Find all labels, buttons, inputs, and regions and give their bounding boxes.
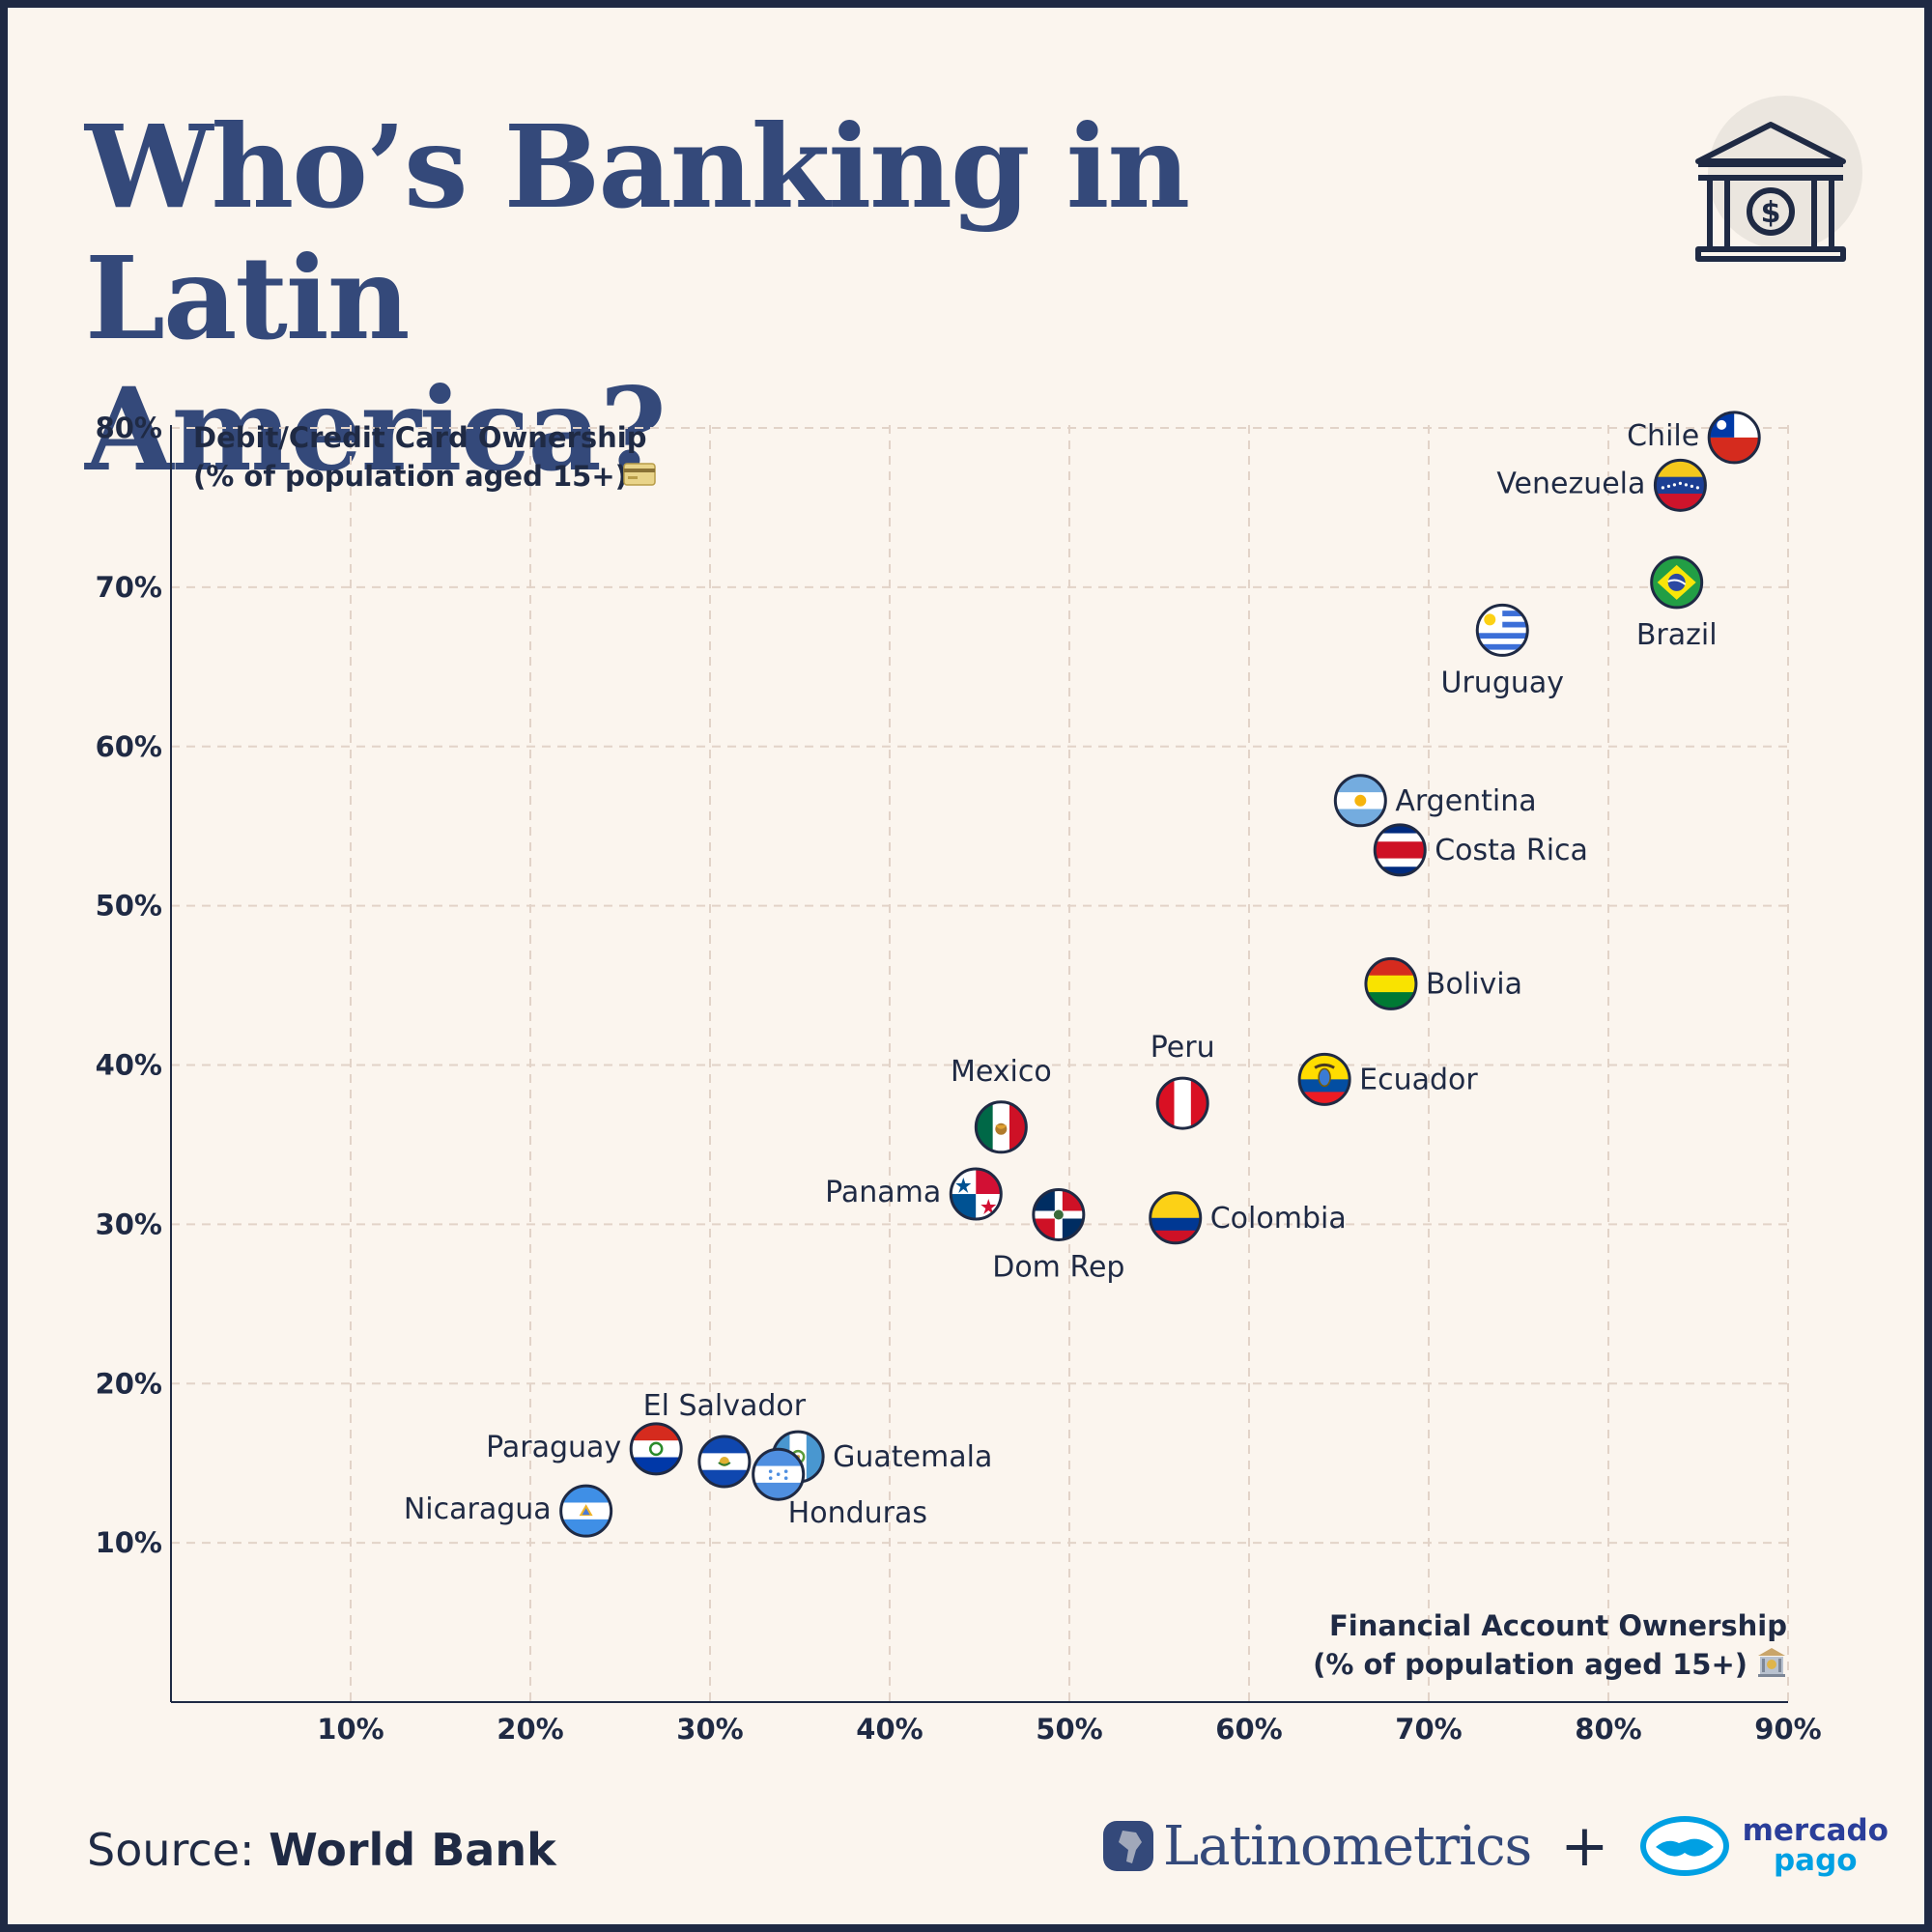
uruguay-flag-icon [1477, 605, 1528, 656]
source-prefix: Source: [87, 1824, 270, 1876]
label-dom-rep: Dom Rep [992, 1250, 1124, 1284]
data-points: Chile Venezuela Brazil Uruguay Argentina Cost… [404, 411, 1761, 1538]
label-ecuador: Ecuador [1359, 1063, 1478, 1096]
point-honduras: Honduras [752, 1447, 927, 1530]
point-ecuador: Ecuador [1297, 1052, 1478, 1106]
point-panama: Panama [825, 1167, 1003, 1221]
label-uruguay: Uruguay [1441, 666, 1565, 699]
partner-name-line2: pago [1773, 1843, 1858, 1878]
point-paraguay: Paraguay [486, 1422, 683, 1476]
source-name: World Bank [269, 1824, 556, 1876]
y-tick-label: 70% [96, 571, 162, 604]
label-panama: Panama [825, 1176, 941, 1209]
label-nicaragua: Nicaragua [404, 1492, 552, 1526]
point-argentina: Argentina [1333, 774, 1537, 828]
x-axis-title-line1: Financial Account Ownership [1329, 1609, 1787, 1642]
label-peru: Peru [1151, 1031, 1215, 1065]
latinometrics-logo-icon [1103, 1821, 1153, 1871]
bank-icon [1758, 1648, 1785, 1677]
label-honduras: Honduras [788, 1496, 927, 1530]
x-tick-label: 50% [1036, 1713, 1102, 1746]
source-note: Source: World Bank [87, 1824, 556, 1876]
y-tick-label: 50% [96, 890, 162, 923]
point-brazil: Brazil [1636, 555, 1718, 652]
infographic-frame [8, 8, 1924, 1924]
grid [171, 425, 1789, 1702]
partner-name-line1: mercado [1742, 1813, 1889, 1848]
credit-card-icon [623, 463, 656, 486]
mercadopago-logo-icon [1639, 1816, 1729, 1876]
label-bolivia: Bolivia [1426, 967, 1522, 1001]
point-el-salvador: El Salvador [643, 1389, 807, 1489]
brand-name: Latinometrics [1163, 1814, 1532, 1878]
point-nicaragua: Nicaragua [404, 1484, 613, 1538]
axes [170, 425, 1788, 1703]
y-tick-label: 80% [96, 412, 162, 444]
x-tick-label: 20% [497, 1713, 563, 1746]
y-axis-title-line2: (% of population aged 15+) [193, 460, 628, 493]
label-colombia: Colombia [1210, 1202, 1347, 1236]
y-axis-title-line1: Debit/Credit Card Ownership [193, 421, 646, 454]
point-dom-rep: Dom Rep [992, 1187, 1124, 1284]
point-guatemala: Guatemala [771, 1430, 992, 1484]
y-axis-title: Debit/Credit Card Ownership (% of popula… [193, 421, 656, 493]
brand-footer: Latinometrics + mercado pago [1103, 1812, 1889, 1880]
costa-rica-flag-icon [1375, 824, 1426, 875]
partner-name: mercado pago [1743, 1816, 1889, 1876]
point-bolivia: Bolivia [1364, 956, 1522, 1010]
label-el-salvador: El Salvador [643, 1389, 807, 1423]
x-tick-label: 60% [1215, 1713, 1282, 1746]
label-costa-rica: Costa Rica [1435, 834, 1588, 867]
x-axis-title-line2: (% of population aged 15+) [1313, 1648, 1747, 1681]
y-tick-label: 40% [96, 1049, 162, 1082]
y-tick-label: 10% [96, 1526, 162, 1559]
label-venezuela: Venezuela [1496, 467, 1645, 500]
x-tick-label: 80% [1575, 1713, 1641, 1746]
bank-building-dollar-icon: $ [1695, 96, 1862, 262]
label-mexico: Mexico [951, 1055, 1052, 1089]
label-chile: Chile [1627, 419, 1699, 453]
point-costa-rica: Costa Rica [1373, 823, 1588, 877]
y-axis-ticks: 10% 20% 30% 40% 50% 60% 70% 80% [96, 412, 162, 1559]
label-guatemala: Guatemala [833, 1440, 992, 1474]
point-colombia: Colombia [1149, 1191, 1347, 1245]
x-axis-title: Financial Account Ownership (% of popula… [1313, 1609, 1787, 1681]
point-mexico: Mexico [951, 1055, 1052, 1154]
x-tick-label: 30% [676, 1713, 743, 1746]
x-tick-label: 70% [1395, 1713, 1462, 1746]
y-tick-label: 60% [96, 730, 162, 763]
point-chile: Chile [1627, 411, 1761, 465]
label-paraguay: Paraguay [486, 1431, 621, 1464]
point-peru: Peru [1151, 1031, 1215, 1130]
y-tick-label: 30% [96, 1208, 162, 1240]
svg-text:$: $ [1761, 196, 1781, 230]
y-tick-label: 20% [96, 1367, 162, 1400]
x-tick-label: 90% [1754, 1713, 1821, 1746]
plus-sign: + [1560, 1812, 1609, 1880]
point-uruguay: Uruguay [1441, 603, 1565, 699]
x-tick-label: 10% [317, 1713, 384, 1746]
label-argentina: Argentina [1395, 784, 1536, 818]
point-venezuela: Venezuela [1496, 458, 1707, 512]
label-brazil: Brazil [1636, 618, 1718, 652]
page-title: Who’s Banking in Latin America? [85, 99, 1190, 497]
x-tick-label: 40% [856, 1713, 923, 1746]
x-axis-ticks: 10% 20% 30% 40% 50% 60% 70% 80% 90% [317, 1713, 1821, 1746]
